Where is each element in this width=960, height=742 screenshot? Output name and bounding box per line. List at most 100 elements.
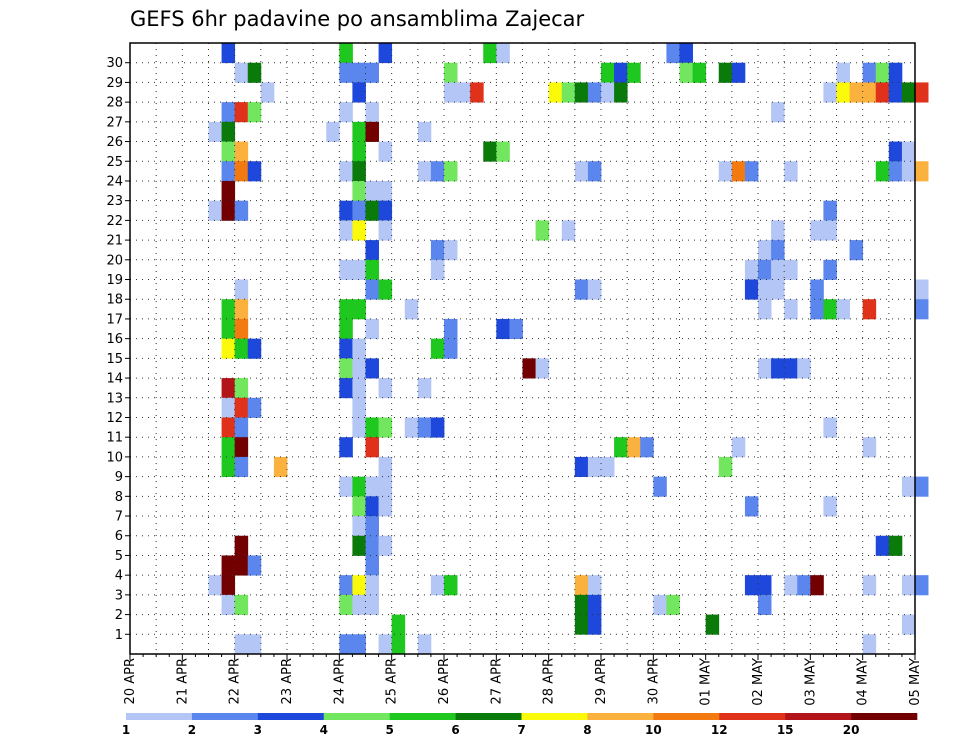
precip-cell — [875, 62, 890, 83]
precip-cell — [444, 240, 458, 261]
precip-cell — [352, 378, 366, 399]
y-tick-label: 20 — [106, 253, 123, 268]
precip-cell — [574, 82, 589, 103]
precip-cell — [391, 614, 406, 635]
precip-cell — [365, 240, 379, 261]
precip-cell — [339, 594, 353, 615]
precip-cell — [718, 161, 733, 182]
precip-cell — [352, 121, 366, 142]
precip-cell — [915, 161, 929, 182]
precip-cell — [888, 82, 903, 103]
precip-cell — [339, 358, 353, 379]
precip-cell — [771, 358, 785, 379]
precip-cell — [234, 397, 249, 418]
precip-cell — [352, 358, 366, 379]
precip-cell — [365, 62, 379, 83]
precip-cell — [744, 259, 759, 280]
precip-cell — [221, 102, 236, 123]
precip-cell — [653, 476, 667, 497]
precip-cell — [208, 575, 222, 596]
colorbar-label: 12 — [711, 723, 728, 737]
precip-cell — [365, 437, 379, 458]
precip-cell — [614, 437, 628, 458]
y-tick-label: 29 — [106, 76, 123, 91]
precip-cell — [378, 141, 393, 162]
precip-cell — [849, 82, 864, 103]
precip-cell — [601, 82, 615, 103]
precip-cell — [378, 220, 393, 241]
x-axis: 20 APR 21 APR 22 APR 23 APR 24 APR 25 APR 26 A… — [123, 654, 923, 706]
precip-cell — [627, 437, 641, 458]
precip-cell — [771, 240, 785, 261]
precip-cell — [810, 220, 824, 241]
colorbar-label: 20 — [843, 723, 860, 737]
y-tick-label: 15 — [106, 352, 123, 367]
precip-cell — [535, 358, 550, 379]
precip-cell — [352, 417, 366, 438]
precip-cell — [771, 259, 785, 280]
precip-cell — [352, 634, 366, 655]
precip-cell — [666, 594, 680, 615]
precip-cell — [601, 62, 615, 83]
precip-cell — [339, 62, 353, 83]
precip-cell — [875, 82, 890, 103]
precip-cell — [888, 141, 903, 162]
precip-cell — [823, 299, 837, 320]
precip-cell — [352, 535, 366, 556]
precip-cell — [339, 476, 353, 497]
precip-cell — [836, 299, 850, 320]
precip-cell — [352, 161, 366, 182]
precip-cell — [378, 456, 393, 478]
precip-cell — [718, 456, 733, 478]
precip-cell — [221, 200, 236, 221]
precip-cell — [234, 555, 249, 576]
precip-cell — [915, 476, 929, 497]
precip-cell — [810, 299, 824, 320]
precip-cell — [692, 62, 707, 83]
precip-cell — [234, 318, 249, 340]
precip-cell — [888, 535, 903, 556]
precip-cell — [352, 516, 366, 537]
y-tick-label: 16 — [106, 332, 123, 347]
precip-cell — [352, 82, 366, 103]
y-tick-label: 22 — [106, 214, 123, 229]
precip-cell — [234, 417, 249, 438]
precip-cell — [784, 575, 798, 596]
y-tick-label: 11 — [106, 431, 123, 446]
precip-cell — [365, 200, 379, 221]
precip-cell — [640, 437, 654, 458]
precip-cell — [417, 121, 432, 142]
precip-cell — [365, 594, 379, 615]
precip-cell — [234, 141, 249, 162]
colorbar-swatch — [587, 713, 654, 720]
precip-cell — [339, 575, 353, 596]
colorbar-swatch — [191, 713, 259, 720]
precip-cell — [758, 240, 772, 261]
precip-cell — [862, 437, 877, 458]
precip-cell — [430, 417, 445, 438]
precip-cell — [365, 417, 379, 438]
precip-cell — [614, 82, 628, 103]
precip-cell — [378, 378, 393, 399]
precip-cell — [444, 338, 458, 359]
precip-cell — [679, 43, 693, 64]
precip-cell — [823, 82, 837, 103]
x-tick-label: 28 APR — [542, 658, 557, 704]
precip-cell — [326, 121, 340, 142]
y-tick-label: 3 — [115, 588, 123, 603]
precip-cell — [352, 299, 366, 320]
x-tick-label: 25 APR — [385, 658, 400, 704]
precip-cell — [901, 141, 916, 162]
colorbar-label: 3 — [254, 723, 262, 737]
precip-cell — [587, 614, 602, 635]
y-tick-label: 23 — [106, 194, 123, 209]
y-tick-label: 12 — [106, 411, 123, 426]
precip-cell — [587, 279, 602, 300]
colorbar-label: 8 — [583, 723, 591, 737]
colorbar-swatch — [323, 713, 390, 720]
precip-cell — [352, 220, 366, 241]
y-tick-label: 17 — [106, 312, 123, 327]
x-tick-label: 03 MAY — [803, 658, 818, 706]
precip-cell — [666, 43, 680, 64]
precip-cell — [430, 161, 445, 182]
